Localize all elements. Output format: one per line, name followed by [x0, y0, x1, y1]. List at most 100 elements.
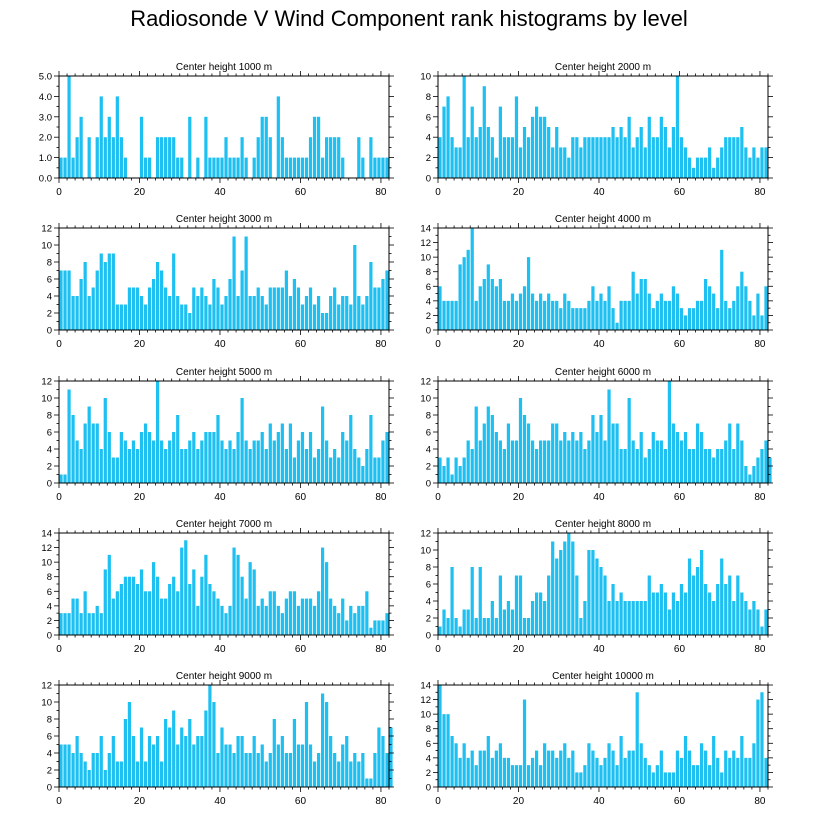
- histogram-bar: [280, 423, 284, 483]
- histogram-bar: [345, 296, 349, 330]
- histogram-bar: [470, 106, 474, 178]
- x-tick-label: 20: [134, 492, 146, 503]
- histogram-bar: [631, 271, 635, 330]
- histogram-bar: [595, 558, 599, 635]
- x-tick-label: 0: [56, 492, 62, 503]
- histogram-bar: [583, 765, 587, 787]
- histogram-bar: [325, 313, 329, 330]
- histogram-bar: [87, 296, 91, 330]
- histogram-bar: [744, 147, 748, 178]
- histogram-bar: [716, 157, 720, 178]
- x-tick-label: 80: [375, 796, 387, 807]
- histogram-bar: [300, 432, 305, 483]
- histogram-bar: [675, 750, 680, 787]
- histogram-bar: [615, 137, 619, 178]
- histogram-bar: [724, 750, 728, 787]
- histogram-bar: [333, 137, 337, 178]
- y-tick-label: 4: [426, 133, 431, 144]
- histogram-bar: [160, 270, 164, 330]
- histogram-bar: [764, 440, 768, 483]
- histogram-bar: [59, 744, 63, 787]
- histogram-bar: [647, 449, 651, 483]
- histogram-bar: [151, 279, 156, 330]
- histogram-bar: [320, 313, 325, 330]
- histogram-bar: [329, 457, 333, 483]
- histogram-bar: [248, 296, 252, 330]
- histogram-bar: [655, 440, 659, 483]
- histogram-bar: [316, 753, 321, 787]
- histogram-bar: [736, 137, 740, 178]
- histogram-bar: [543, 601, 547, 635]
- histogram-bar: [659, 440, 663, 483]
- histogram-bar: [740, 592, 744, 635]
- histogram-bar: [571, 308, 575, 330]
- histogram-bar: [188, 584, 192, 635]
- histogram-bar: [579, 308, 583, 330]
- histogram-bar: [111, 598, 115, 635]
- histogram-bar: [292, 157, 297, 178]
- histogram-bar: [236, 432, 240, 483]
- y-tick-label: 0: [47, 631, 52, 642]
- histogram-bar: [147, 736, 152, 787]
- histogram-bar: [699, 300, 704, 330]
- y-tick-label: 5.0: [39, 72, 52, 83]
- histogram-bar: [623, 601, 627, 635]
- y-tick-label: 12: [420, 377, 431, 388]
- histogram-bar: [119, 304, 123, 330]
- histogram-bar: [514, 96, 519, 178]
- histogram-bar: [539, 293, 543, 330]
- histogram-bar: [220, 157, 224, 178]
- histogram-bar: [329, 296, 333, 330]
- histogram-bar: [506, 137, 511, 178]
- histogram-bar: [619, 592, 623, 635]
- histogram-bar: [643, 601, 647, 635]
- histogram-bar: [478, 127, 482, 178]
- histogram-bar: [619, 300, 623, 330]
- histogram-bar: [551, 423, 555, 483]
- histogram-bar: [268, 423, 272, 483]
- histogram-bar: [228, 440, 232, 483]
- histogram-bar: [502, 137, 507, 178]
- histogram-bar: [204, 554, 208, 635]
- histogram-bar: [107, 116, 111, 178]
- histogram-bar: [325, 702, 329, 787]
- histogram-bar: [716, 308, 720, 330]
- histogram-bar: [607, 137, 611, 178]
- histogram-bar: [377, 727, 381, 787]
- histogram-bar: [292, 457, 297, 483]
- histogram-bar: [498, 575, 502, 635]
- histogram-bar: [482, 618, 486, 635]
- histogram-bar: [216, 753, 220, 787]
- histogram-bar: [490, 757, 494, 787]
- histogram-bar: [567, 157, 571, 178]
- histogram-bar: [200, 440, 204, 483]
- histogram-bar: [667, 147, 672, 178]
- x-tick-label: 60: [674, 796, 686, 807]
- histogram-bar: [671, 772, 676, 787]
- histogram-bar: [325, 440, 329, 483]
- histogram-bar: [651, 772, 655, 787]
- y-tick-label: 2.0: [39, 133, 52, 144]
- histogram-bar: [155, 262, 160, 330]
- histogram-bar: [184, 736, 188, 787]
- histogram-bar: [486, 618, 490, 635]
- histogram-bar: [679, 584, 684, 635]
- histogram-bar: [720, 558, 724, 635]
- histogram-bar: [740, 127, 744, 178]
- histogram-bar: [341, 598, 345, 635]
- histogram-bar: [502, 300, 507, 330]
- histogram-bar: [510, 440, 515, 483]
- histogram-bar: [720, 147, 724, 178]
- histogram-bar: [506, 300, 511, 330]
- histogram-bar: [639, 127, 643, 178]
- histogram-bar: [123, 157, 128, 178]
- histogram-bar: [635, 449, 639, 483]
- histogram-bar: [385, 432, 389, 483]
- histogram-bar: [446, 618, 450, 635]
- histogram-bar: [172, 432, 176, 483]
- histogram-bar: [119, 137, 123, 178]
- histogram-bar: [466, 440, 470, 483]
- panel-title: Center height 4000 m: [555, 214, 651, 225]
- histogram-bar: [659, 116, 663, 178]
